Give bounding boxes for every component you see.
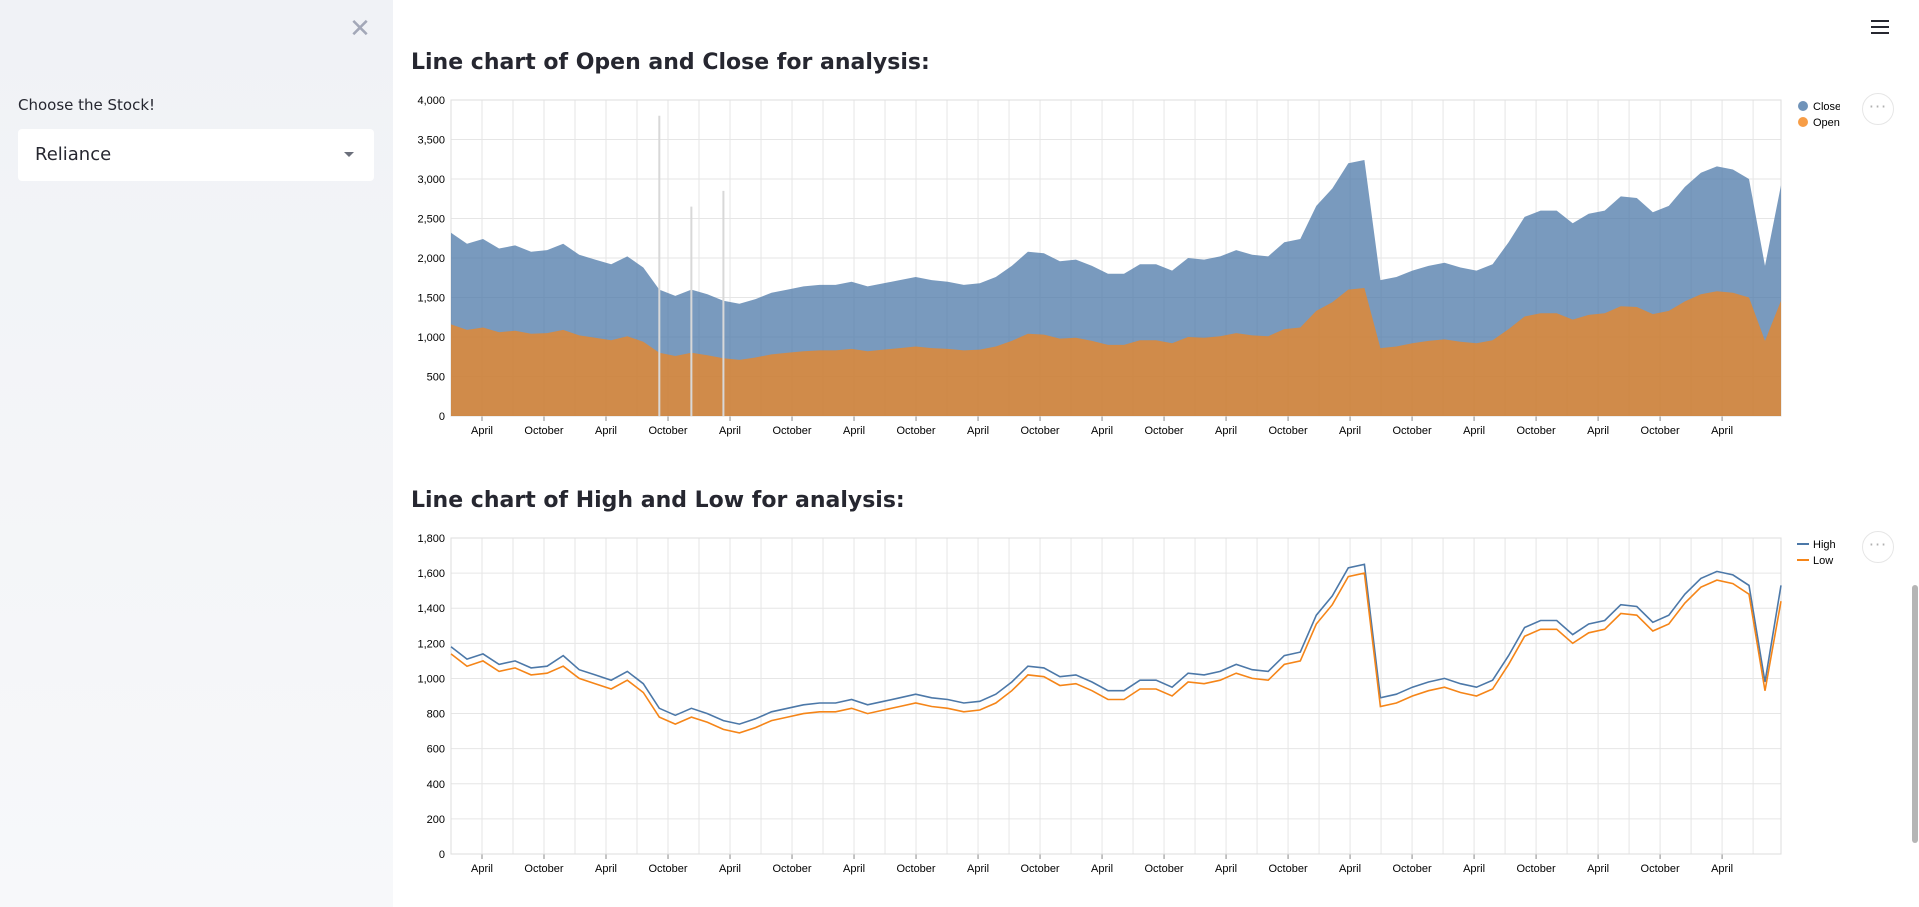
y-tick-label: 600 [427, 744, 445, 756]
x-tick-label: October [772, 863, 811, 875]
x-tick-label: April [1463, 425, 1485, 437]
x-tick-label: April [1711, 863, 1733, 875]
chart-title-open-close: Line chart of Open and Close for analysi… [411, 50, 930, 75]
legend-swatch [1798, 117, 1808, 127]
x-tick-label: April [1215, 863, 1237, 875]
hamburger-menu-icon[interactable] [1866, 16, 1894, 40]
x-tick-label: October [524, 863, 563, 875]
legend-label: Low [1813, 555, 1833, 567]
x-tick-label: April [719, 863, 741, 875]
x-tick-label: April [967, 425, 989, 437]
y-tick-label: 1,000 [417, 673, 445, 685]
x-tick-label: October [772, 425, 811, 437]
legend-label: Open [1813, 117, 1840, 129]
scrollbar-thumb[interactable] [1912, 585, 1918, 843]
y-tick-label: 2,000 [417, 253, 445, 265]
x-tick-label: April [843, 425, 865, 437]
stock-select-value: Reliance [35, 144, 112, 165]
x-tick-label: October [1393, 863, 1432, 875]
x-tick-label: April [1587, 863, 1609, 875]
stock-select[interactable]: Reliance [18, 129, 374, 181]
sidebar: ✕ Choose the Stock! Reliance [0, 0, 393, 907]
x-tick-label: October [1020, 863, 1059, 875]
close-sidebar-icon[interactable]: ✕ [349, 14, 371, 44]
x-tick-label: April [1091, 425, 1113, 437]
x-tick-label: April [1091, 863, 1113, 875]
x-tick-label: April [595, 863, 617, 875]
x-tick-label: October [648, 425, 687, 437]
x-tick-label: April [843, 863, 865, 875]
x-tick-label: April [1711, 425, 1733, 437]
y-tick-label: 400 [427, 779, 445, 791]
legend-swatch [1798, 101, 1808, 111]
x-tick-label: October [1517, 863, 1556, 875]
y-tick-label: 1,400 [417, 603, 445, 615]
y-tick-label: 500 [427, 372, 445, 384]
y-tick-label: 1,600 [417, 568, 445, 580]
y-tick-label: 1,000 [417, 332, 445, 344]
y-tick-label: 1,200 [417, 638, 445, 650]
y-tick-label: 1,800 [417, 533, 445, 545]
x-tick-label: April [1463, 863, 1485, 875]
x-tick-label: October [896, 425, 935, 437]
x-tick-label: October [896, 863, 935, 875]
y-tick-label: 2,500 [417, 214, 445, 226]
y-tick-label: 800 [427, 709, 445, 721]
chart-actions-menu-icon[interactable]: ··· [1862, 93, 1894, 125]
y-tick-label: 3,000 [417, 174, 445, 186]
open-close-chart: 0 500 1,000 1,500 2,000 2,500 3,000 3,500 4,000 A… [417, 95, 1840, 437]
x-tick-label: October [1393, 425, 1432, 437]
x-tick-label: October [1268, 863, 1307, 875]
open-area [451, 288, 1781, 416]
x-tick-label: April [471, 425, 493, 437]
legend-label: High [1813, 539, 1836, 551]
stock-select-label: Choose the Stock! [18, 96, 156, 114]
x-tick-label: April [1339, 425, 1361, 437]
y-tick-label: 3,500 [417, 135, 445, 147]
x-tick-label: October [1641, 863, 1680, 875]
high-low-chart: 0 200 400 600 800 1,000 1,200 1,400 1,600 1,800 Ap… [417, 533, 1836, 875]
low-line [450, 572, 1782, 734]
y-tick-label: 0 [439, 849, 445, 861]
x-tick-label: October [1641, 425, 1680, 437]
x-tick-label: April [1587, 425, 1609, 437]
y-tick-label: 1,500 [417, 293, 445, 305]
x-tick-label: October [1144, 863, 1183, 875]
chart-actions-menu-icon[interactable]: ··· [1862, 531, 1894, 563]
x-tick-label: April [1339, 863, 1361, 875]
x-tick-label: October [1020, 425, 1059, 437]
y-tick-label: 200 [427, 814, 445, 826]
x-tick-label: October [524, 425, 563, 437]
x-tick-label: April [1215, 425, 1237, 437]
chart-title-high-low: Line chart of High and Low for analysis: [411, 488, 905, 513]
x-tick-label: October [1268, 425, 1307, 437]
x-tick-label: October [1144, 425, 1183, 437]
x-tick-label: April [471, 863, 493, 875]
x-tick-label: October [648, 863, 687, 875]
plot-frame [450, 537, 1782, 855]
high-line [450, 563, 1782, 725]
x-tick-label: April [719, 425, 741, 437]
y-tick-label: 0 [439, 411, 445, 423]
x-tick-label: October [1517, 425, 1556, 437]
x-tick-label: April [967, 863, 989, 875]
y-tick-label: 4,000 [417, 95, 445, 107]
x-tick-label: April [595, 425, 617, 437]
legend-label: Close [1813, 101, 1840, 113]
chevron-down-icon [344, 152, 354, 157]
